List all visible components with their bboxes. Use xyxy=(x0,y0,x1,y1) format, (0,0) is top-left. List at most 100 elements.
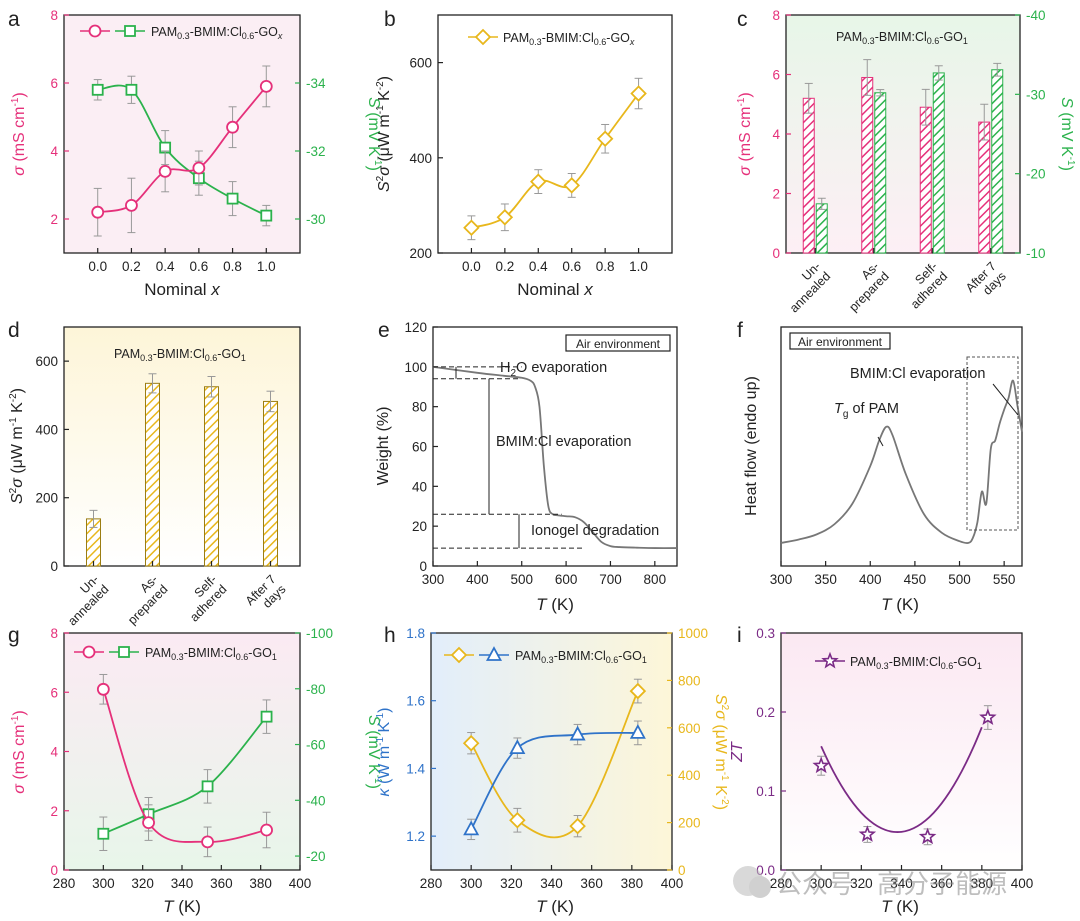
y-axis-title-left: σ (mS cm-1) xyxy=(10,92,28,175)
y-tick-label: 100 xyxy=(404,360,427,375)
y-axis-title: S2σ (μW m-1 K-2) xyxy=(375,76,393,192)
annotation-arrow xyxy=(992,383,1019,416)
y-tick-label: 1.4 xyxy=(406,761,425,776)
x-tick-label: 300 xyxy=(92,876,115,891)
sigma-series-point xyxy=(260,823,273,837)
sigma-series-point xyxy=(201,835,214,849)
x-tick-label: 280 xyxy=(420,876,443,891)
x-tick-label: 500 xyxy=(510,572,533,587)
ZT-fit-line xyxy=(820,726,983,833)
y-tick-label: 4 xyxy=(50,745,58,760)
y-axis-title-left: κ (W m-1 K-1) xyxy=(375,708,393,797)
S2sigma-series-point xyxy=(563,177,580,194)
y-tick-label: -40 xyxy=(1026,8,1046,23)
y-tick-label: -60 xyxy=(306,738,326,753)
sigma-series-point xyxy=(226,120,239,134)
annotation-air: Air environment xyxy=(798,335,883,349)
annotation-bmim: BMIM:Cl evaporation xyxy=(850,366,985,382)
axes-frame xyxy=(63,14,301,254)
y-tick-label: 2 xyxy=(50,804,58,819)
y-tick-label: -10 xyxy=(1026,246,1046,261)
y-tick-label: -40 xyxy=(306,793,326,808)
y-tick-label: 200 xyxy=(678,816,701,831)
x-tick-label: 360 xyxy=(210,876,233,891)
y-axis-title-right: S2σ (μW m-1 K-2) xyxy=(712,694,730,810)
bar-sigma xyxy=(978,121,991,254)
annotation-tg: Tg of PAM xyxy=(834,401,899,420)
bar-S2sigma xyxy=(204,386,219,567)
S2sigma-series-line xyxy=(471,93,640,229)
y-tick-label: 40 xyxy=(412,479,427,494)
S-series-point xyxy=(125,83,138,96)
y-tick-label: -20 xyxy=(1026,167,1046,182)
x-tick-label: 400 xyxy=(661,876,684,891)
y-tick-label: 8 xyxy=(772,8,780,23)
x-tick-label: 360 xyxy=(930,876,953,891)
x-tick-label: 300 xyxy=(770,572,793,587)
x-tick-label: 1.0 xyxy=(257,259,276,274)
bar-S xyxy=(874,92,887,254)
annotation-box xyxy=(789,332,891,350)
legend-label: PAM0.3-BMIM:Cl0.6-GOx xyxy=(503,31,635,47)
y-tick-label: 400 xyxy=(678,768,701,783)
panel-letter: a xyxy=(8,8,20,31)
y-tick-label: 0.1 xyxy=(756,784,775,799)
x-category-label: Self-adhered xyxy=(898,259,950,311)
y-tick-label: 800 xyxy=(678,673,701,688)
x-tick-label: 300 xyxy=(810,876,833,891)
annotation-bmim: BMIM:Cl evaporation xyxy=(496,434,631,450)
bar-S xyxy=(932,72,945,254)
y-tick-label: 60 xyxy=(412,440,427,455)
panel-letter: g xyxy=(8,624,20,647)
y-axis-title: Weight (%) xyxy=(375,407,392,486)
panel-letter: i xyxy=(737,624,742,647)
axes-frame xyxy=(63,326,301,567)
x-category-label: Self-adhered xyxy=(177,572,229,624)
S2sigma-series-point xyxy=(462,734,480,752)
kappa-series-point xyxy=(629,723,646,739)
x-axis-title: T (K) xyxy=(536,595,574,614)
x-tick-label: 500 xyxy=(948,572,971,587)
y-tick-label: 0 xyxy=(678,863,686,878)
x-tick-label: 800 xyxy=(644,572,667,587)
sigma-series-line xyxy=(102,688,267,843)
x-tick-label: 0.4 xyxy=(529,259,548,274)
x-tick-label: 320 xyxy=(131,876,154,891)
y-tick-label: 4 xyxy=(772,127,780,142)
x-tick-label: 0.8 xyxy=(596,259,615,274)
annotation-box xyxy=(565,334,671,352)
y-tick-label: 600 xyxy=(409,56,432,71)
bar-sigma xyxy=(861,76,874,254)
sigma-series-point xyxy=(125,198,138,212)
x-tick-label: 350 xyxy=(814,572,837,587)
annotation-h2o: H2O evaporation xyxy=(500,360,607,379)
bar-S2sigma xyxy=(263,400,278,567)
y-tick-label: -34 xyxy=(306,76,326,91)
legend-label: PAM0.3-BMIM:Cl0.6-GO1 xyxy=(515,649,647,665)
dsc-curve xyxy=(780,379,1023,545)
y-axis-title-right: S (mV K-1) xyxy=(365,97,383,171)
S2sigma-series-point xyxy=(530,173,547,190)
y-axis-title: Heat flow (endo up) xyxy=(743,376,760,516)
kappa-series-point xyxy=(569,725,586,741)
x-tick-label: 380 xyxy=(249,876,272,891)
sigma-series-point xyxy=(91,205,105,219)
x-tick-label: 280 xyxy=(770,876,793,891)
y-tick-label: 400 xyxy=(409,151,432,166)
y-tick-label: 600 xyxy=(678,721,701,736)
y-tick-label: 6 xyxy=(772,68,780,83)
x-tick-label: 340 xyxy=(890,876,913,891)
x-axis-title: T (K) xyxy=(163,897,201,916)
y-tick-label: 4 xyxy=(50,144,58,159)
S-series-point xyxy=(226,192,239,205)
x-tick-label: 360 xyxy=(580,876,603,891)
y-tick-label: -80 xyxy=(306,682,326,697)
y-axis-title: ZT xyxy=(729,741,746,763)
S2sigma-series-point xyxy=(629,682,647,700)
x-tick-label: 300 xyxy=(460,876,483,891)
y-tick-label: -30 xyxy=(306,212,326,227)
y-tick-label: -30 xyxy=(1026,87,1046,102)
S2sigma-series-point xyxy=(463,219,480,237)
x-tick-label: 320 xyxy=(500,876,523,891)
legend-marker-kappa xyxy=(485,646,503,661)
